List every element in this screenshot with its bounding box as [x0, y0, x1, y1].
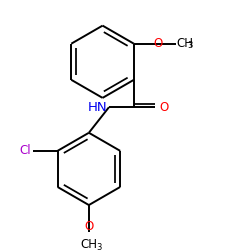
Text: O: O	[153, 37, 162, 50]
Text: CH: CH	[81, 238, 98, 250]
Text: O: O	[160, 101, 169, 114]
Text: CH: CH	[177, 37, 194, 50]
Text: HN: HN	[88, 101, 108, 114]
Text: Cl: Cl	[20, 144, 31, 157]
Text: 3: 3	[187, 42, 192, 50]
Text: 3: 3	[96, 243, 102, 250]
Text: O: O	[84, 220, 94, 233]
